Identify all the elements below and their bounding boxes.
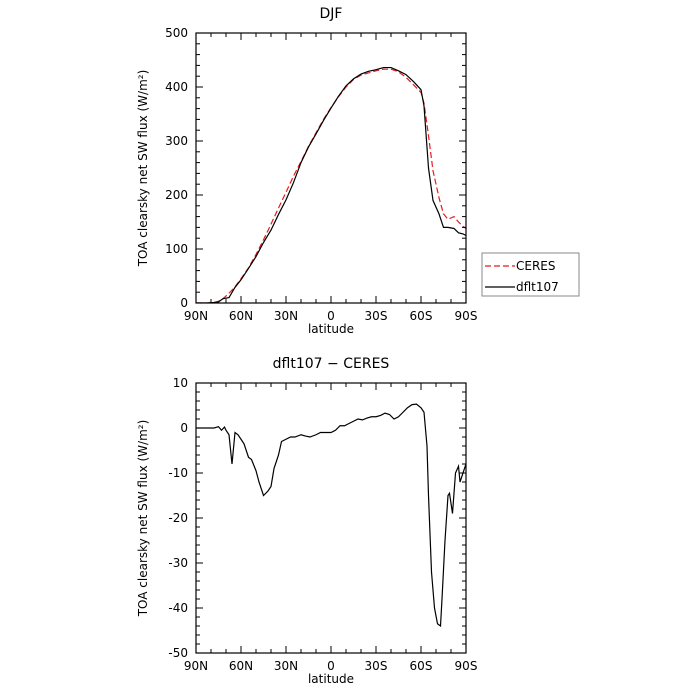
top-panel: 90N 60N 30N 0 30S 60S 90S 0 100 200 300 400 500 DJF la… xyxy=(136,6,580,336)
chart-title: dflt107 − CERES xyxy=(273,356,390,372)
x-axis-label: latitude xyxy=(308,322,354,336)
x-tick-label: 60S xyxy=(410,659,433,673)
chart-title: DJF xyxy=(320,6,343,22)
x-tick-label: 90S xyxy=(455,659,478,673)
x-tick-label: 90N xyxy=(184,659,208,673)
y-tick-label: 300 xyxy=(165,134,188,148)
y-tick-label: 400 xyxy=(165,80,188,94)
y-tick-label: -10 xyxy=(168,466,188,480)
y-axis-label: TOA clearsky net SW flux (W/m²) xyxy=(136,70,150,268)
x-tick-label: 30S xyxy=(365,659,388,673)
x-axis-label: latitude xyxy=(308,672,354,686)
bottom-panel: 90N 60N 30N 0 30S 60S 90S -50 -40 -30 -20 -10 0 10 dfl… xyxy=(136,356,477,686)
y-tick-label: 200 xyxy=(165,188,188,202)
plot-frame xyxy=(195,32,467,304)
x-tick-label: 0 xyxy=(327,309,335,323)
y-axis-label: TOA clearsky net SW flux (W/m²) xyxy=(136,420,150,618)
x-tick-label: 90S xyxy=(455,309,478,323)
y-tick-label: 100 xyxy=(165,242,188,256)
x-tick-label: 30N xyxy=(274,309,298,323)
legend-label-dflt107: dflt107 xyxy=(516,280,559,294)
x-tick-label: 60N xyxy=(229,659,253,673)
x-tick-label: 60N xyxy=(229,309,253,323)
x-tick-label: 90N xyxy=(184,309,208,323)
x-tick-label: 60S xyxy=(410,309,433,323)
series-line-difference xyxy=(196,403,466,628)
series-line-ceres xyxy=(196,68,466,303)
legend-box xyxy=(481,252,580,297)
x-tick-label: 0 xyxy=(327,659,335,673)
y-tick-label: -40 xyxy=(168,601,188,615)
y-tick-label: 10 xyxy=(173,376,188,390)
y-tick-label: 0 xyxy=(180,421,188,435)
x-tick-label: 30S xyxy=(365,309,388,323)
y-tick-label: 500 xyxy=(165,26,188,40)
y-tick-label: 0 xyxy=(180,296,188,310)
y-tick-label: -50 xyxy=(168,646,188,660)
x-tick-label: 30N xyxy=(274,659,298,673)
legend-label-ceres: CERES xyxy=(516,259,556,273)
y-tick-label: -30 xyxy=(168,556,188,570)
series-line-dflt107 xyxy=(196,66,466,303)
y-tick-label: -20 xyxy=(168,511,188,525)
